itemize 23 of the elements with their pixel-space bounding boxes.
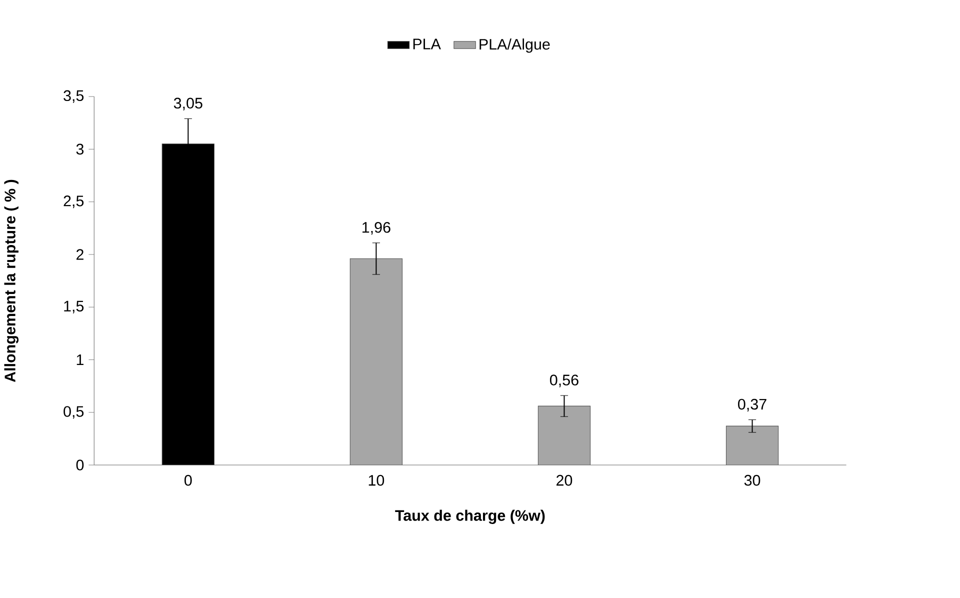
bar [538,406,591,465]
data-label: 0,56 [550,374,578,388]
y-tick-label: 2,5 [64,195,84,208]
x-tick-label: 20 [556,474,572,486]
y-axis-title: Allongement la rupture ( % ) [4,180,19,382]
y-tick-label: 3,5 [64,90,84,103]
x-axis-title: Taux de charge (%w) [395,509,545,524]
y-tick-label: 0,5 [64,406,84,418]
data-label: 0,37 [738,398,766,412]
y-tick-label: 3 [76,144,84,154]
data-label: 3,05 [174,98,202,110]
y-tick-label: 1,5 [64,300,84,314]
bar [350,258,402,465]
x-tick-label: 30 [744,474,760,486]
legend-label: PLA/Algue [480,38,550,53]
x-tick-label: 10 [368,474,384,486]
data-label: 1,96 [362,222,390,234]
y-tick-label: 2 [76,248,84,260]
bar [726,426,779,465]
y-tick-label: 1 [76,354,84,365]
legend-label: PLA [413,38,441,50]
y-tick-label: 0 [76,459,84,470]
x-tick-label: 0 [184,474,192,486]
